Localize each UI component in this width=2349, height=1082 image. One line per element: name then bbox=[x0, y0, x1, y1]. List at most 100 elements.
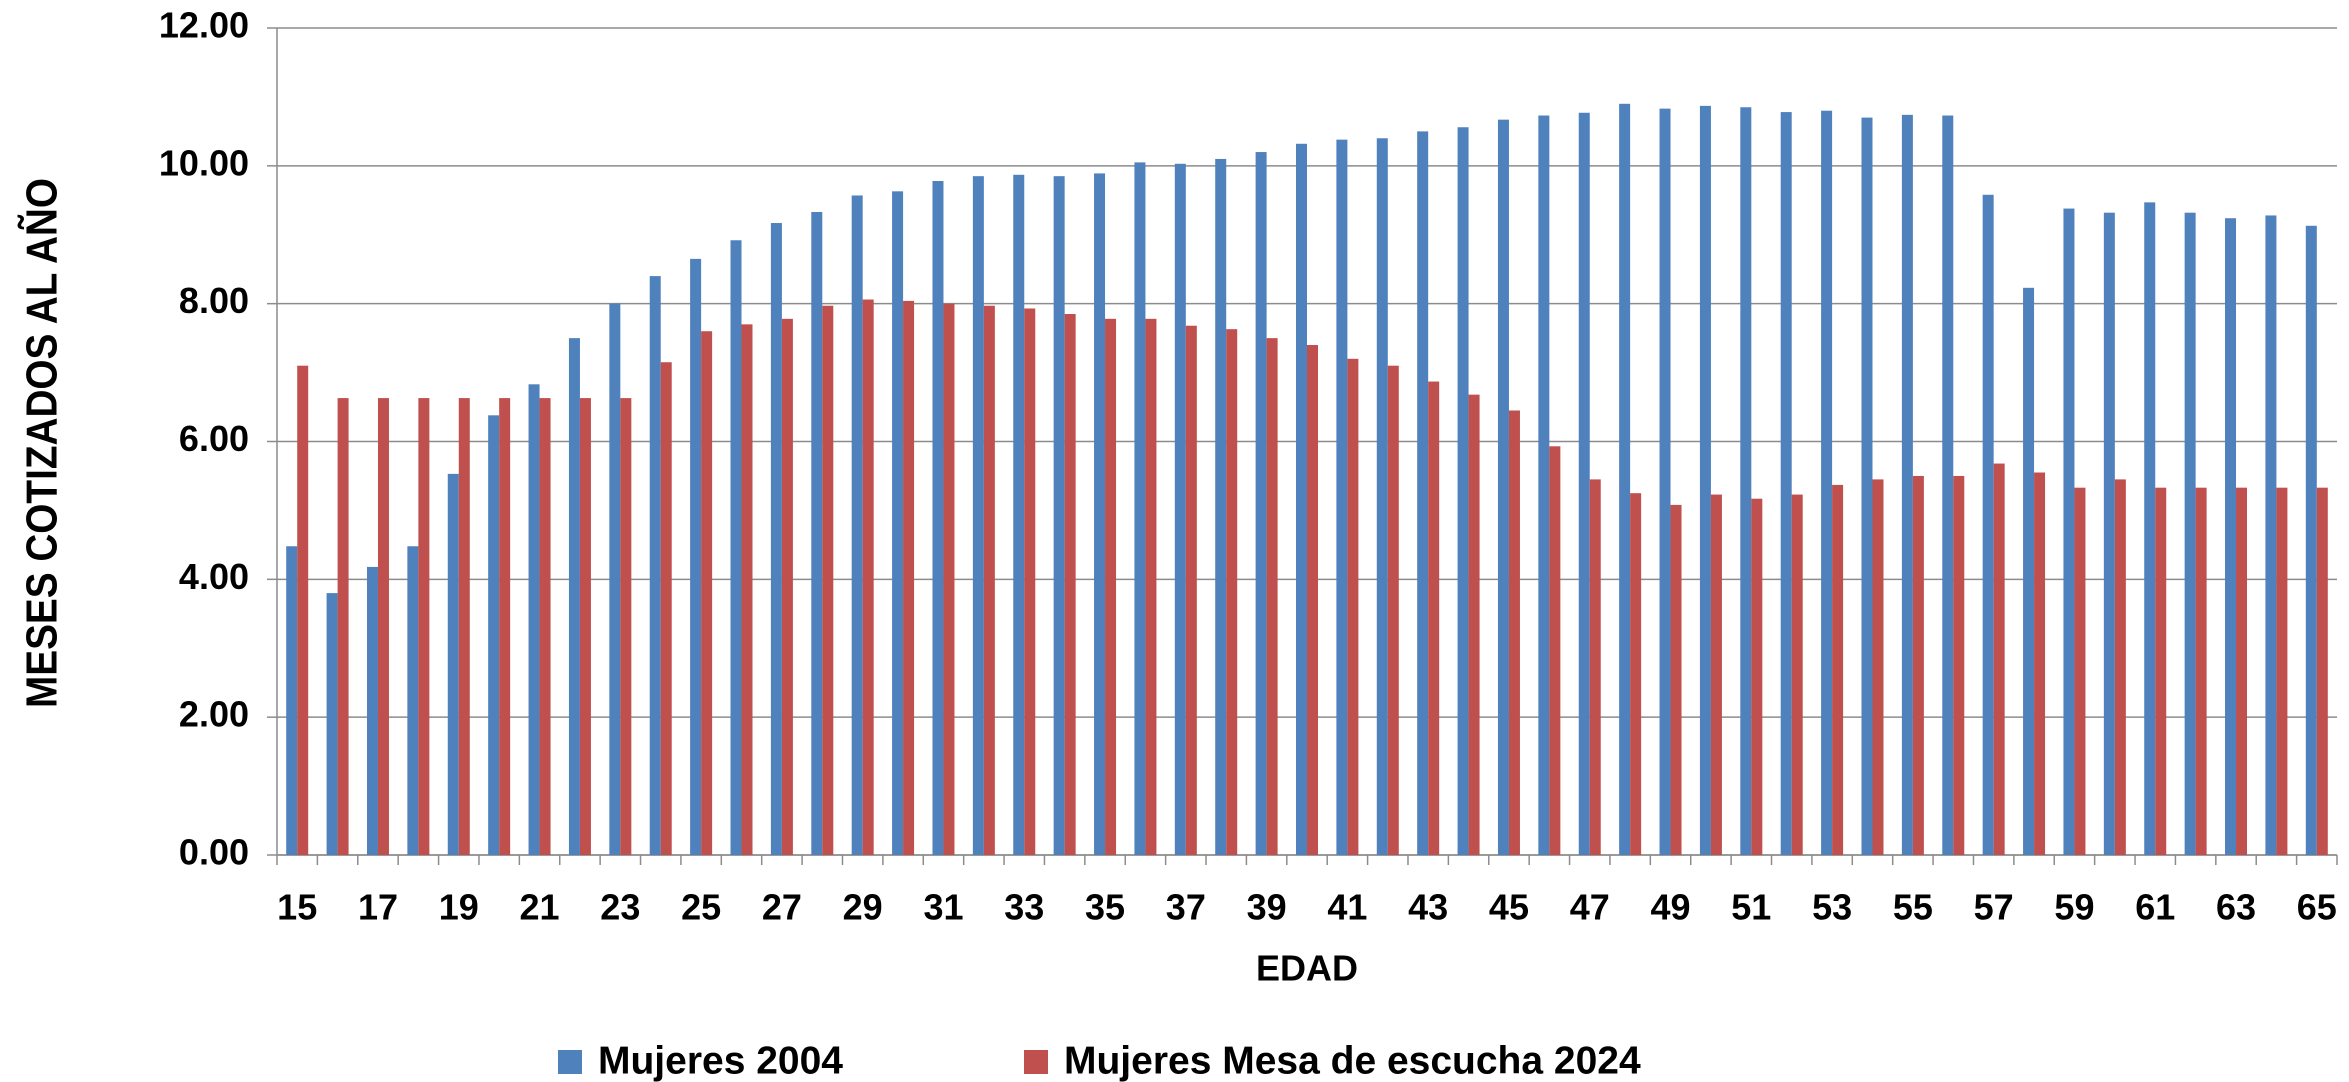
bar bbox=[1064, 314, 1076, 856]
x-tick-label: 19 bbox=[439, 887, 479, 928]
bar bbox=[1670, 504, 1682, 855]
bar bbox=[1538, 115, 1550, 855]
bar bbox=[1468, 394, 1480, 855]
bar bbox=[337, 398, 349, 855]
bar bbox=[458, 398, 470, 855]
bar bbox=[943, 303, 955, 856]
x-tick-label: 65 bbox=[2297, 887, 2337, 928]
bar bbox=[741, 324, 753, 855]
x-tick-label: 21 bbox=[520, 887, 560, 928]
y-tick-label: 12.00 bbox=[159, 5, 249, 46]
bar bbox=[2144, 202, 2156, 856]
bar bbox=[568, 338, 580, 855]
bar bbox=[447, 473, 459, 855]
legend-swatch bbox=[558, 1050, 582, 1074]
bar bbox=[1791, 494, 1803, 855]
bar bbox=[1982, 194, 1994, 856]
x-tick-label: 57 bbox=[1974, 887, 2014, 928]
bar bbox=[1094, 173, 1106, 855]
bar bbox=[2114, 479, 2126, 855]
legend-swatch bbox=[1024, 1050, 1048, 1074]
bar bbox=[2276, 487, 2288, 855]
y-tick-label: 10.00 bbox=[159, 142, 249, 183]
bar bbox=[2184, 212, 2196, 856]
bar bbox=[1307, 345, 1318, 855]
bar bbox=[903, 300, 915, 855]
x-tick-label: 47 bbox=[1570, 887, 1610, 928]
bar bbox=[1145, 318, 1157, 855]
x-tick-label: 45 bbox=[1489, 887, 1529, 928]
bar bbox=[1215, 158, 1227, 856]
bar bbox=[1336, 139, 1348, 855]
bar bbox=[1013, 174, 1025, 856]
bar bbox=[1872, 479, 1884, 855]
bar bbox=[377, 398, 389, 855]
x-tick-label: 33 bbox=[1004, 887, 1044, 928]
bar bbox=[972, 176, 984, 855]
x-tick-label: 31 bbox=[923, 887, 963, 928]
x-tick-label: 51 bbox=[1731, 887, 1771, 928]
bar bbox=[1993, 463, 2005, 855]
bar bbox=[2265, 215, 2277, 855]
bar bbox=[781, 318, 793, 855]
bar bbox=[2236, 487, 2248, 855]
bar bbox=[1255, 152, 1267, 856]
bar bbox=[2063, 208, 2075, 856]
bar bbox=[1174, 163, 1186, 855]
bar bbox=[1578, 112, 1590, 855]
bar bbox=[1296, 143, 1307, 855]
bar bbox=[297, 365, 309, 855]
x-tick-label: 61 bbox=[2135, 887, 2175, 928]
bar bbox=[2316, 487, 2328, 855]
bar bbox=[620, 398, 632, 855]
bar bbox=[1387, 365, 1399, 855]
bar bbox=[932, 180, 944, 855]
x-tick-label: 43 bbox=[1408, 887, 1448, 928]
bar bbox=[2023, 287, 2035, 856]
bar bbox=[1134, 162, 1146, 855]
y-tick-label: 0.00 bbox=[179, 832, 249, 873]
legend-label: Mujeres Mesa de escucha 2024 bbox=[1064, 1039, 1641, 1082]
x-tick-label: 53 bbox=[1812, 887, 1852, 928]
bar bbox=[1780, 112, 1792, 856]
bar bbox=[1821, 110, 1833, 855]
bar bbox=[649, 276, 661, 856]
bar bbox=[1751, 498, 1763, 855]
x-tick-label: 25 bbox=[681, 887, 721, 928]
bar bbox=[822, 305, 834, 856]
bar bbox=[407, 546, 419, 855]
x-tick-label: 41 bbox=[1327, 887, 1367, 928]
x-axis-title: EDAD bbox=[1256, 948, 1358, 989]
bar bbox=[1226, 329, 1238, 855]
bar bbox=[1417, 131, 1429, 855]
bar bbox=[2225, 218, 2237, 855]
x-tick-label: 15 bbox=[277, 887, 317, 928]
bar bbox=[418, 398, 430, 855]
bar bbox=[2195, 487, 2207, 855]
bar bbox=[690, 258, 702, 855]
bar bbox=[851, 195, 863, 855]
x-tick-label: 23 bbox=[600, 887, 640, 928]
bar bbox=[862, 299, 874, 855]
bar bbox=[1832, 484, 1844, 855]
bar bbox=[499, 398, 511, 855]
bar bbox=[1589, 479, 1601, 855]
bar bbox=[326, 593, 338, 855]
bar bbox=[1024, 308, 1036, 855]
bar bbox=[1549, 446, 1561, 855]
x-tick-label: 37 bbox=[1166, 887, 1206, 928]
legend-label: Mujeres 2004 bbox=[598, 1039, 843, 1082]
bar bbox=[983, 305, 995, 856]
x-tick-label: 49 bbox=[1651, 887, 1691, 928]
bar bbox=[609, 303, 621, 856]
x-tick-label: 59 bbox=[2054, 887, 2094, 928]
bar bbox=[1497, 119, 1509, 855]
bar bbox=[1376, 138, 1388, 855]
bar bbox=[488, 415, 500, 855]
bar bbox=[1428, 381, 1440, 855]
y-tick-label: 2.00 bbox=[179, 694, 249, 735]
bar bbox=[528, 384, 540, 855]
bar bbox=[1912, 475, 1924, 855]
bar bbox=[366, 566, 378, 855]
